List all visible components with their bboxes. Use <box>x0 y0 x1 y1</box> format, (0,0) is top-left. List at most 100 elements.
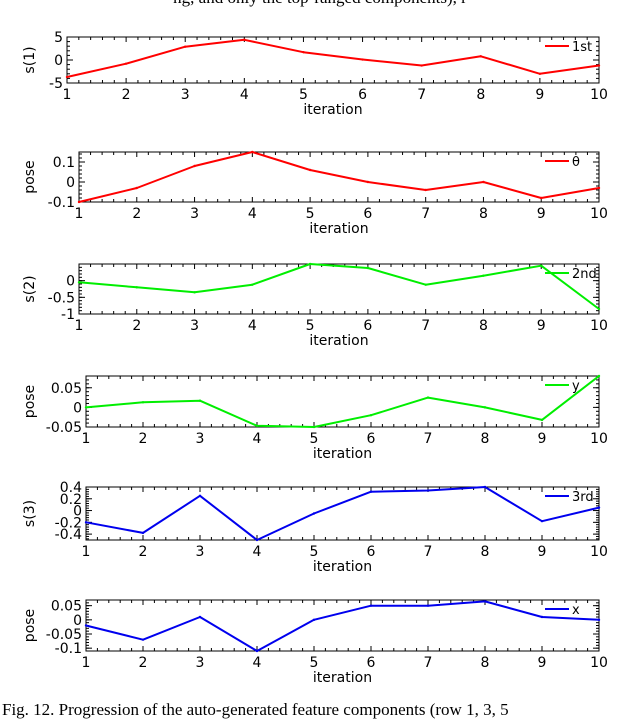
y-tick-label: 0.05 <box>51 381 82 397</box>
y-tick-label: 0.1 <box>53 155 75 171</box>
data-point <box>540 418 544 422</box>
data-point <box>482 180 485 184</box>
x-tick-label: 2 <box>122 87 131 103</box>
y-tick-label: 0.05 <box>51 599 82 615</box>
data-point <box>308 168 312 172</box>
data-point <box>84 624 88 627</box>
y-tick-label: -1 <box>61 307 75 323</box>
x-tick-label: 10 <box>590 87 608 103</box>
x-tick-label: 6 <box>363 206 372 222</box>
x-tick-label: 10 <box>590 206 608 222</box>
y-tick-label: -0.2 <box>55 515 82 531</box>
x-tick-label: 3 <box>196 544 205 560</box>
data-point <box>141 401 145 404</box>
data-point <box>84 406 88 409</box>
plot-frame <box>78 151 600 203</box>
x-tick-label: 4 <box>248 318 257 334</box>
x-axis-label: iteration <box>313 446 372 462</box>
y-axis-label: pose <box>22 160 38 193</box>
x-tick-label: 1 <box>82 544 91 560</box>
data-point <box>141 638 145 641</box>
x-tick-label: 6 <box>358 87 367 103</box>
series-line <box>85 600 600 652</box>
x-tick-label: 5 <box>310 544 319 560</box>
y-tick-label: 0 <box>73 613 82 629</box>
data-point <box>426 396 430 399</box>
x-tick-label: 9 <box>538 544 547 560</box>
data-point <box>540 615 544 619</box>
data-point <box>198 494 202 498</box>
data-point <box>426 489 430 492</box>
x-tick-label: 8 <box>481 431 490 447</box>
x-tick-label: 3 <box>190 318 199 334</box>
top-text: ng, and only the top-ranged components),… <box>0 0 640 8</box>
x-tick-label: 8 <box>481 655 490 671</box>
plot-frame <box>66 36 600 84</box>
data-point <box>483 485 487 489</box>
data-point <box>426 604 430 607</box>
x-tick-label: 7 <box>424 544 433 560</box>
x-tick-label: 8 <box>479 206 488 222</box>
data-point <box>255 649 259 653</box>
x-tick-label: 5 <box>299 87 308 103</box>
plot-frame <box>85 599 600 652</box>
data-point <box>597 374 601 378</box>
y-tick-label: -0.05 <box>46 420 82 436</box>
x-tick-label: 5 <box>310 655 319 671</box>
plot-frame <box>85 375 600 428</box>
y-tick-label: 0.2 <box>60 492 82 508</box>
y-tick-label: 0 <box>73 504 82 520</box>
data-point <box>540 264 543 267</box>
data-point <box>540 519 544 523</box>
y-axis-label: s(1) <box>22 46 38 73</box>
legend-label: y <box>572 379 580 394</box>
x-tick-label: 9 <box>537 318 546 334</box>
y-tick-label: -0.1 <box>55 641 82 657</box>
x-axis-label: iteration <box>313 559 372 575</box>
legend-label: 1st <box>572 40 592 55</box>
x-tick-label: 1 <box>63 87 72 103</box>
series-line <box>85 486 600 541</box>
data-point <box>255 424 259 428</box>
data-point <box>198 615 202 619</box>
data-point <box>597 506 601 509</box>
x-tick-label: 9 <box>538 655 547 671</box>
legend-label: x <box>572 603 580 618</box>
x-tick-label: 8 <box>481 544 490 560</box>
series-line <box>66 38 600 78</box>
data-point <box>251 283 254 286</box>
x-tick-label: 4 <box>253 544 262 560</box>
x-tick-label: 3 <box>196 655 205 671</box>
data-point <box>538 72 542 76</box>
x-tick-label: 5 <box>306 206 315 222</box>
x-tick-label: 6 <box>367 544 376 560</box>
x-tick-label: 8 <box>476 87 485 103</box>
data-point <box>420 64 423 67</box>
x-axis-label: iteration <box>313 670 372 686</box>
data-point <box>369 604 373 607</box>
y-tick-label: 0 <box>66 274 75 290</box>
chart-panel-2: 1 2 3 4 5 6 7 8 9 10 -0.1 0 0.1 iteration pose θ <box>22 150 608 237</box>
x-tick-label: 4 <box>253 655 262 671</box>
y-tick-label: -0.05 <box>46 627 82 643</box>
data-point <box>308 262 312 266</box>
y-axis-label: s(3) <box>22 500 38 527</box>
x-tick-label: 8 <box>479 318 488 334</box>
chart-panel-4: 1 2 3 4 5 6 7 8 9 10 -0.05 0 0.05 iteration pose y <box>22 374 608 462</box>
data-point <box>255 538 259 542</box>
series-line <box>78 263 600 310</box>
x-tick-label: 1 <box>75 206 84 222</box>
data-point <box>193 291 196 294</box>
x-tick-label: 7 <box>421 206 430 222</box>
data-point <box>312 425 316 429</box>
x-tick-label: 6 <box>367 431 376 447</box>
x-tick-label: 7 <box>421 318 430 334</box>
data-point <box>77 200 81 204</box>
x-tick-label: 9 <box>535 87 544 103</box>
plot-frame <box>85 486 600 541</box>
data-point <box>243 38 246 41</box>
chart-panel-5: 1 2 3 4 5 6 7 8 9 10 -0.4-0.200.20.4 iteration s(3) 3… <box>22 480 608 575</box>
plot-frame <box>78 263 600 315</box>
y-axis-label: pose <box>22 609 38 642</box>
